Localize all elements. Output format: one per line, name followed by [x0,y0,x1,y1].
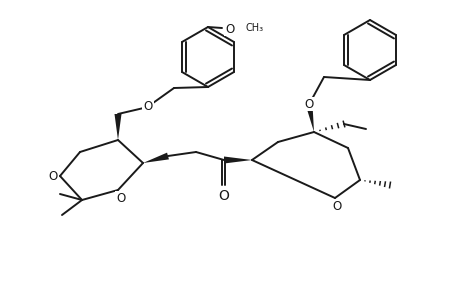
Polygon shape [114,114,121,140]
Polygon shape [305,103,313,132]
Text: O: O [304,98,313,110]
Text: O: O [116,191,125,205]
Text: O: O [218,189,229,203]
Polygon shape [143,153,168,163]
Text: O: O [48,169,57,182]
Text: O: O [225,22,234,35]
Text: O: O [143,100,152,113]
Polygon shape [224,157,252,164]
Text: O: O [332,200,341,212]
Text: CH₃: CH₃ [246,23,263,33]
